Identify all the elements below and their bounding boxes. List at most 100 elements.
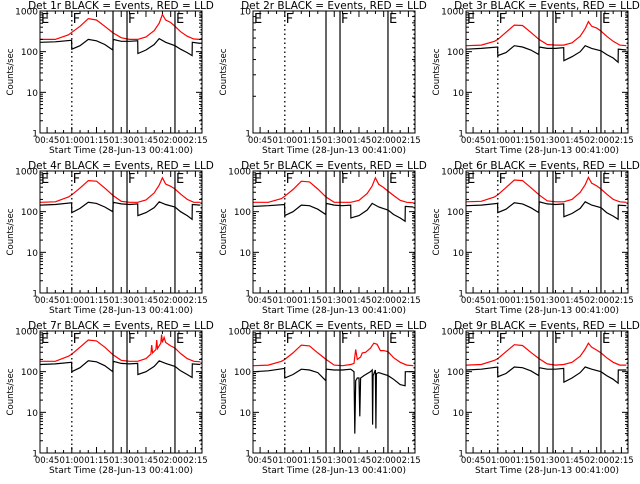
segment-marker-f: F bbox=[341, 332, 348, 347]
x-tick-label: 02:15 bbox=[183, 296, 208, 306]
x-tick-label: 01:30 bbox=[109, 136, 134, 146]
x-tick-label: 01:45 bbox=[134, 456, 159, 466]
panel-title: Det 1r BLACK = Events, RED = LLD bbox=[28, 0, 214, 12]
y-tick-label: 100 bbox=[21, 208, 38, 218]
series-lld-line bbox=[253, 342, 414, 367]
segment-marker-f: F bbox=[499, 12, 506, 27]
x-tick-label: 00:45 bbox=[35, 296, 60, 306]
segment-marker-e: E bbox=[467, 12, 475, 27]
x-tick-label: 01:30 bbox=[535, 136, 560, 146]
y-axis-label: Counts/sec bbox=[219, 368, 229, 415]
series-events-line bbox=[40, 201, 201, 221]
x-axis-label: Start Time (28-Jun-13 00:41:00) bbox=[475, 306, 619, 316]
y-tick-label: 10 bbox=[240, 409, 252, 419]
series-events-line bbox=[40, 360, 201, 379]
y-axis-label: Counts/sec bbox=[6, 208, 16, 255]
x-tick-label: 02:00 bbox=[371, 296, 396, 306]
x-tick-label: 02:00 bbox=[584, 296, 609, 306]
x-tick-label: 02:15 bbox=[609, 136, 634, 146]
segment-marker-f: F bbox=[73, 332, 80, 347]
y-axis-label: Counts/sec bbox=[432, 368, 442, 415]
x-tick-label: 01:15 bbox=[297, 136, 322, 146]
plot-frame bbox=[252, 10, 416, 134]
series-lld-line bbox=[40, 176, 201, 203]
y-tick-label: 1000 bbox=[228, 328, 251, 338]
series-lld-line bbox=[253, 176, 414, 204]
segment-marker-f: F bbox=[554, 332, 561, 347]
x-axis-label: Start Time (28-Jun-13 00:41:00) bbox=[49, 306, 193, 316]
y-tick-label: 10 bbox=[27, 409, 39, 419]
y-tick-label: 10 bbox=[453, 89, 465, 99]
y-tick-label: 10 bbox=[240, 249, 252, 259]
x-tick-label: 01:45 bbox=[560, 456, 585, 466]
x-tick-label: 01:30 bbox=[322, 456, 347, 466]
y-axis-label: Counts/sec bbox=[6, 368, 16, 415]
x-tick-label: 02:00 bbox=[158, 456, 183, 466]
x-tick-label: 00:45 bbox=[461, 136, 486, 146]
segment-marker-e: E bbox=[389, 172, 397, 187]
series-lld-line bbox=[40, 334, 201, 363]
x-tick-label: 02:15 bbox=[396, 296, 421, 306]
x-tick-label: 01:45 bbox=[347, 296, 372, 306]
series-events-line bbox=[466, 366, 627, 385]
x-tick-label: 02:00 bbox=[371, 456, 396, 466]
x-axis-label: Start Time (28-Jun-13 00:41:00) bbox=[262, 306, 406, 316]
y-tick-label: 1000 bbox=[441, 328, 464, 338]
segment-marker-e: E bbox=[176, 172, 184, 187]
x-tick-label: 01:00 bbox=[60, 296, 85, 306]
x-tick-label: 01:00 bbox=[486, 296, 511, 306]
x-tick-label: 01:45 bbox=[560, 296, 585, 306]
y-tick-label: 100 bbox=[21, 48, 38, 58]
x-tick-label: 01:45 bbox=[347, 136, 372, 146]
panel-title: Det 5r BLACK = Events, RED = LLD bbox=[241, 160, 427, 172]
plot-frame bbox=[39, 330, 203, 454]
segment-marker-f: F bbox=[341, 172, 348, 187]
series-events-line bbox=[40, 37, 201, 57]
segment-marker-e: E bbox=[602, 12, 610, 27]
series-events-line bbox=[466, 44, 627, 64]
y-tick-label: 10 bbox=[27, 249, 39, 259]
y-tick-label: 10 bbox=[240, 8, 252, 18]
x-tick-label: 02:15 bbox=[609, 296, 634, 306]
x-tick-label: 00:45 bbox=[248, 136, 273, 146]
x-tick-label: 02:00 bbox=[158, 136, 183, 146]
x-tick-label: 02:00 bbox=[584, 456, 609, 466]
panel-title: Det 4r BLACK = Events, RED = LLD bbox=[28, 160, 214, 172]
segment-marker-e: E bbox=[602, 332, 610, 347]
plot-frame bbox=[252, 330, 416, 454]
y-tick-label: 1000 bbox=[228, 168, 251, 178]
x-tick-label: 01:15 bbox=[84, 136, 109, 146]
y-tick-label: 1 bbox=[458, 450, 464, 460]
y-tick-label: 1 bbox=[245, 450, 251, 460]
plot-frame bbox=[465, 10, 629, 134]
y-tick-label: 100 bbox=[234, 208, 251, 218]
x-tick-label: 01:00 bbox=[273, 456, 298, 466]
series-lld-line bbox=[466, 342, 627, 366]
panel-title: Det 2r BLACK = Events, RED = LLD bbox=[241, 0, 427, 12]
segment-marker-f: F bbox=[554, 172, 561, 187]
y-tick-label: 1 bbox=[32, 290, 38, 300]
y-axis-label: Counts/sec bbox=[432, 208, 442, 255]
x-tick-label: 01:30 bbox=[535, 296, 560, 306]
y-tick-label: 1 bbox=[245, 290, 251, 300]
x-tick-label: 02:00 bbox=[371, 136, 396, 146]
segment-marker-f: F bbox=[73, 12, 80, 27]
x-axis-label: Start Time (28-Jun-13 00:41:00) bbox=[475, 146, 619, 156]
x-tick-label: 02:15 bbox=[183, 456, 208, 466]
x-tick-label: 01:15 bbox=[510, 456, 535, 466]
segment-marker-e: E bbox=[389, 12, 397, 27]
y-tick-label: 1000 bbox=[15, 8, 38, 18]
segment-marker-f: F bbox=[286, 172, 293, 187]
x-tick-label: 02:00 bbox=[584, 136, 609, 146]
y-tick-label: 100 bbox=[234, 368, 251, 378]
y-axis-label: Counts/sec bbox=[219, 48, 229, 95]
plot-frame bbox=[39, 170, 203, 294]
y-tick-label: 1000 bbox=[15, 168, 38, 178]
series-events-line bbox=[253, 202, 414, 223]
series-lld-line bbox=[466, 175, 627, 203]
